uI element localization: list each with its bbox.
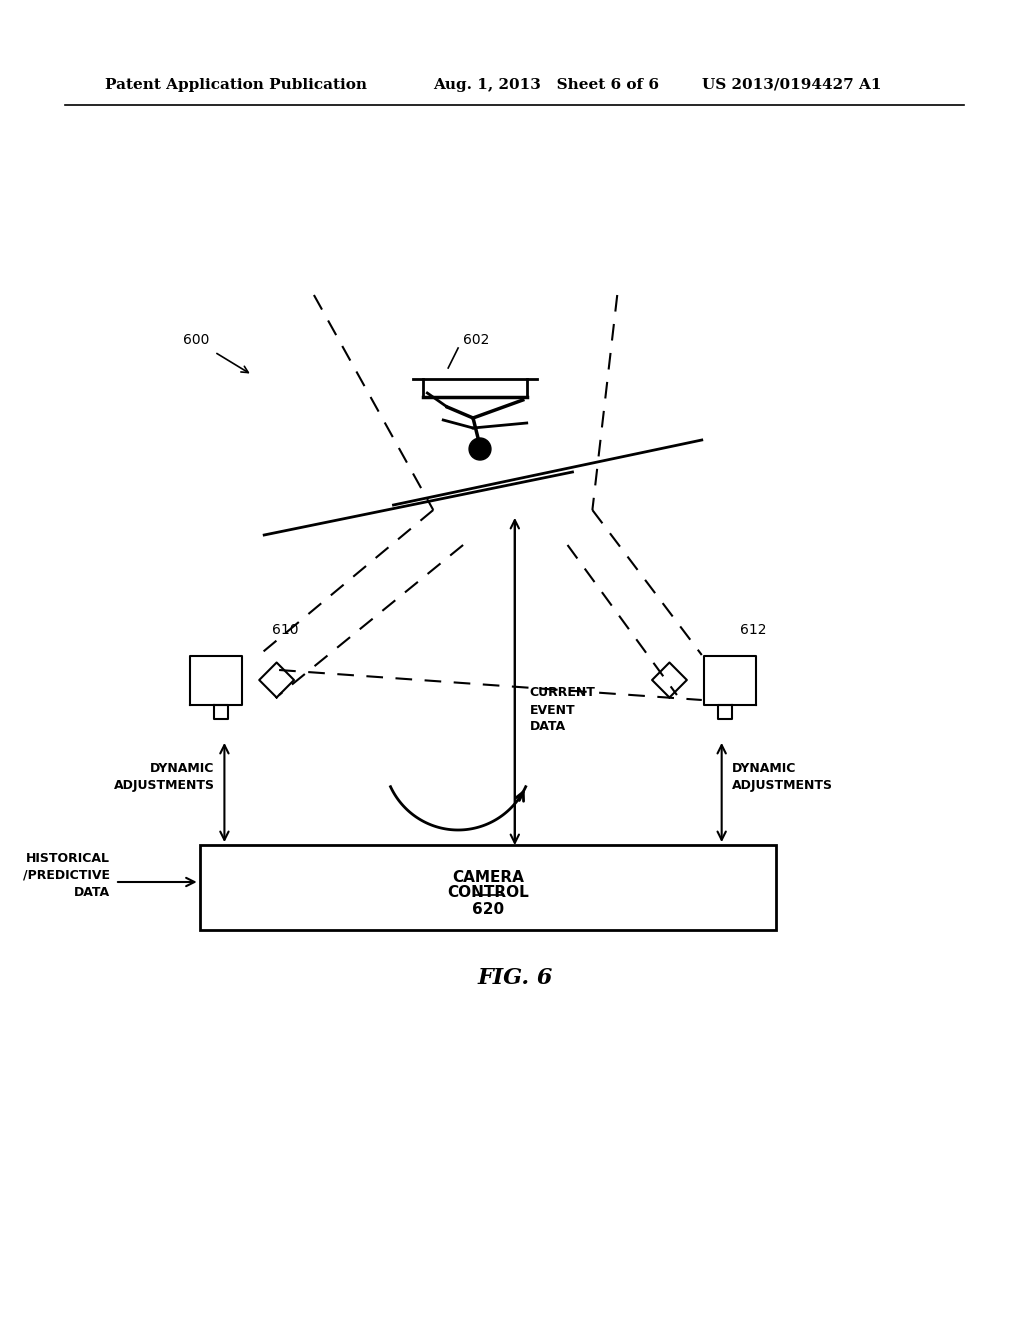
Text: CURRENT
EVENT
DATA: CURRENT EVENT DATA: [529, 686, 596, 734]
Text: CONTROL: CONTROL: [447, 884, 528, 900]
Text: 602: 602: [463, 333, 489, 347]
Text: Patent Application Publication: Patent Application Publication: [105, 78, 367, 92]
Text: 600: 600: [183, 333, 210, 347]
Text: 612: 612: [739, 623, 766, 638]
Text: HISTORICAL
/PREDICTIVE
DATA: HISTORICAL /PREDICTIVE DATA: [24, 851, 110, 899]
Text: Aug. 1, 2013   Sheet 6 of 6: Aug. 1, 2013 Sheet 6 of 6: [433, 78, 659, 92]
Text: CAMERA: CAMERA: [452, 870, 524, 884]
Bar: [200, 845, 776, 931]
Text: FIG. 6: FIG. 6: [477, 968, 553, 989]
Text: 610: 610: [272, 623, 299, 638]
Text: US 2013/0194427 A1: US 2013/0194427 A1: [701, 78, 882, 92]
Text: DYNAMIC
ADJUSTMENTS: DYNAMIC ADJUSTMENTS: [114, 762, 214, 792]
Circle shape: [469, 438, 490, 459]
Text: DYNAMIC
ADJUSTMENTS: DYNAMIC ADJUSTMENTS: [731, 762, 833, 792]
Text: 620: 620: [472, 902, 504, 917]
